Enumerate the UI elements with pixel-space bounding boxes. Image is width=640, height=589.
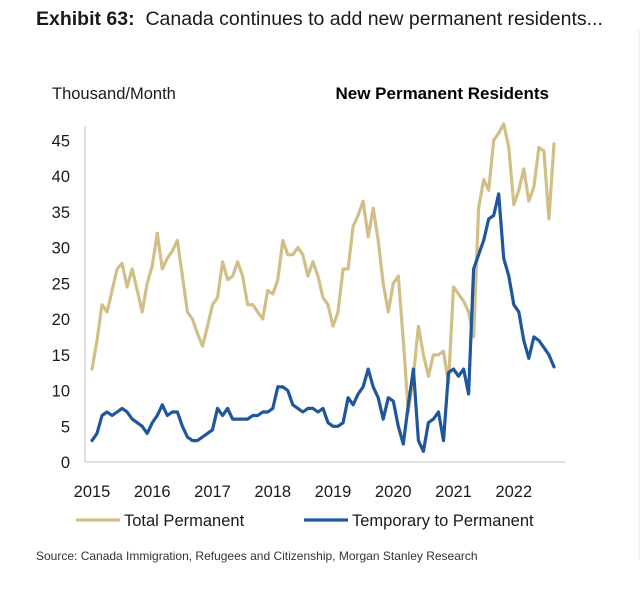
series-lines bbox=[90, 122, 556, 453]
series-line-total-permanent bbox=[90, 122, 556, 414]
x-tick-label: 2015 bbox=[74, 483, 111, 501]
x-tick-label: 2022 bbox=[495, 483, 532, 501]
x-tick-label: 2020 bbox=[375, 483, 412, 501]
chart-title: New Permanent Residents bbox=[335, 84, 549, 103]
exhibit-title: Exhibit 63: Canada continues to add new … bbox=[36, 6, 626, 32]
x-tick-labels: 2015 2016 2017 2018 2019 2020 2021 2022 bbox=[74, 483, 533, 501]
y-tick-label: 20 bbox=[52, 311, 70, 329]
y-tick-label: 10 bbox=[52, 383, 70, 401]
exhibit-label: Exhibit 63: bbox=[36, 8, 135, 30]
y-tick-label: 15 bbox=[52, 347, 70, 365]
y-tick-label: 5 bbox=[61, 418, 70, 436]
series-line-temporary-to-permanent bbox=[90, 192, 556, 453]
x-tick-label: 2018 bbox=[254, 483, 291, 501]
legend-label: Total Permanent bbox=[124, 512, 245, 530]
x-tick-label: 2016 bbox=[134, 483, 171, 501]
exhibit-title-text: Canada continues to add new permanent re… bbox=[145, 8, 603, 30]
page-edge-divider bbox=[638, 30, 640, 560]
x-tick-label: 2017 bbox=[194, 483, 231, 501]
y-axis-unit-label: Thousand/Month bbox=[52, 85, 176, 103]
chart: Thousand/Month New Permanent Residents 0… bbox=[52, 84, 565, 530]
legend-label: Temporary to Permanent bbox=[352, 512, 534, 530]
y-tick-label: 0 bbox=[61, 454, 70, 472]
source-note: Source: Canada Immigration, Refugees and… bbox=[36, 549, 478, 563]
y-tick-label: 25 bbox=[52, 275, 70, 293]
y-tick-label: 45 bbox=[52, 132, 70, 150]
x-tick-label: 2021 bbox=[435, 483, 472, 501]
x-tick-label: 2019 bbox=[315, 483, 352, 501]
y-tick-labels: 0 5 10 15 20 25 30 35 40 45 bbox=[52, 132, 70, 472]
y-tick-label: 35 bbox=[52, 204, 70, 222]
legend: Total Permanent Temporary to Permanent bbox=[76, 512, 534, 530]
y-tick-label: 30 bbox=[52, 240, 70, 258]
y-tick-label: 40 bbox=[52, 168, 70, 186]
